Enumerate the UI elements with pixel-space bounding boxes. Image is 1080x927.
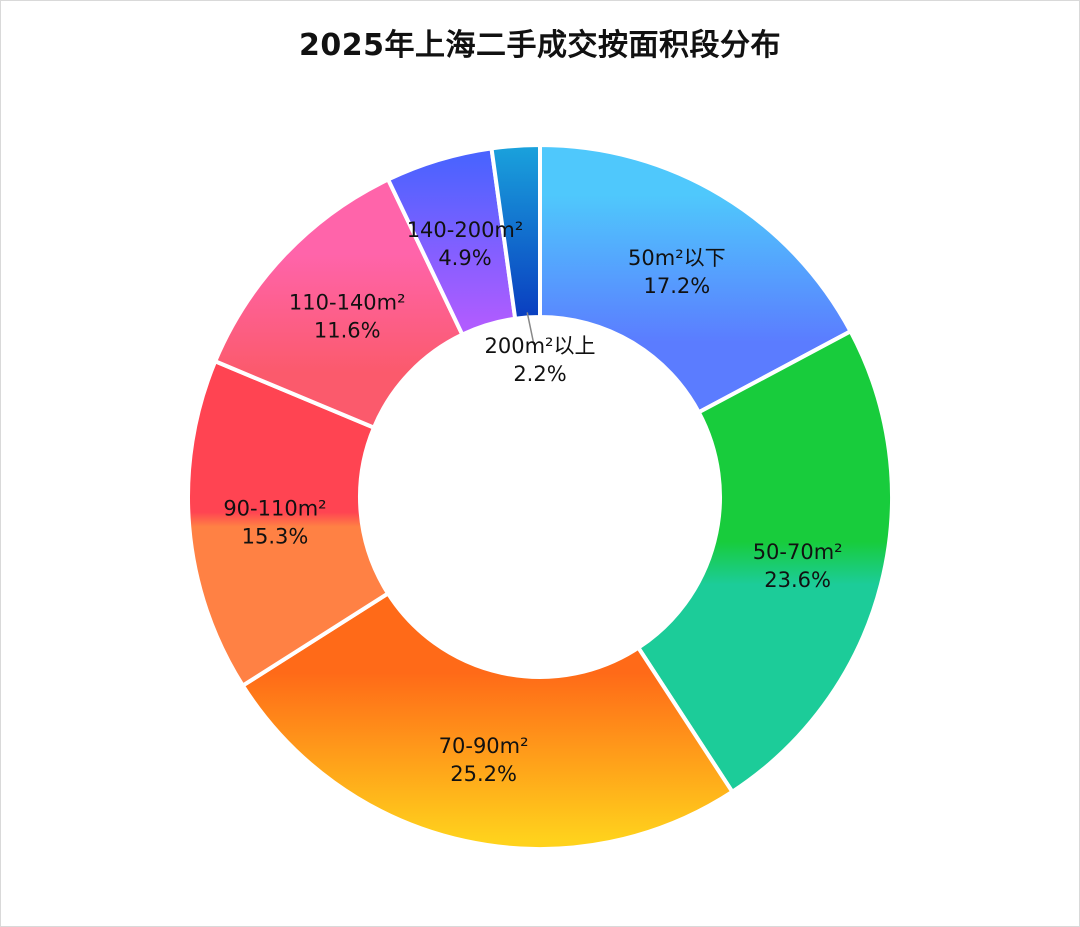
slice-label-50m2-below: 50m²以下 [628, 246, 726, 270]
slice-label-110-140m2: 110-140m² [289, 291, 406, 315]
slice-value-110-140m2: 11.6% [314, 319, 381, 343]
slice-50-70m2 [636, 329, 894, 794]
slice-value-90-110m2: 15.3% [242, 525, 309, 549]
slice-90-110m2 [186, 359, 391, 688]
slice-200m2-above [489, 143, 542, 321]
slice-value-70-90m2: 25.2% [450, 762, 517, 786]
slice-70-90m2 [240, 591, 735, 851]
slice-label-50-70m2: 50-70m² [753, 540, 843, 564]
slice-value-50-70m2: 23.6% [764, 568, 831, 592]
slice-value-140-200m2: 4.9% [438, 246, 491, 270]
leader-line-200m2-above [526, 312, 535, 346]
slice-label-70-90m2: 70-90m² [439, 734, 529, 758]
slice-label-140-200m2: 140-200m² [407, 218, 524, 242]
slice-110-140m2 [213, 177, 465, 430]
chart-title: 2025年上海二手成交按面积段分布 [299, 28, 781, 63]
slice-50m2-below [538, 143, 853, 415]
slice-label-90-110m2: 90-110m² [223, 497, 326, 521]
slice-value-200m2-above: 2.2% [513, 362, 566, 386]
slice-label-200m2-above: 200m²以上 [485, 334, 596, 358]
slice-value-50m2-below: 17.2% [643, 274, 710, 298]
